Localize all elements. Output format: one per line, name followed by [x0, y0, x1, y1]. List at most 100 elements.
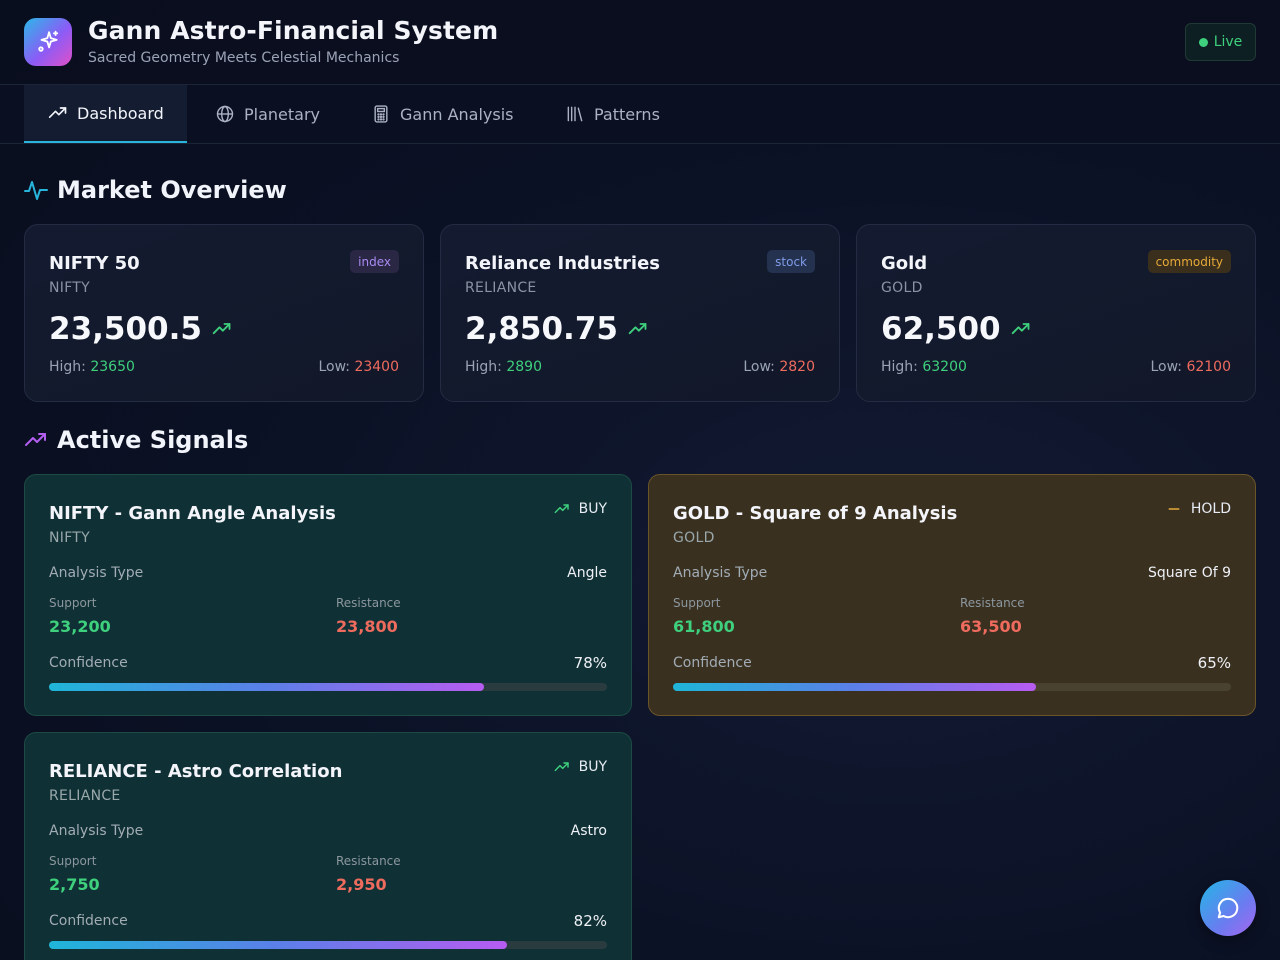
chat-icon — [1217, 897, 1239, 919]
market-price: 62,500 — [881, 311, 1031, 347]
trending-up-icon — [25, 433, 46, 446]
library-icon — [567, 106, 583, 122]
market-card-symbol: RELIANCE — [465, 280, 537, 296]
confidence-bar-fill — [673, 683, 1036, 691]
resistance-label: Resistance — [960, 596, 1025, 610]
confidence-label: Confidence — [49, 913, 128, 929]
signal-symbol: GOLD — [673, 530, 715, 546]
market-type-badge: commodity — [1147, 250, 1231, 273]
signal-action: BUY — [554, 759, 607, 775]
confidence-value: 82% — [573, 912, 607, 930]
tab-gann-analysis-label: Gann Analysis — [400, 104, 514, 124]
trending-up-icon — [212, 323, 231, 335]
market-low: Low: 23400 — [318, 359, 399, 375]
minus-icon — [1168, 508, 1180, 510]
market-high-value: 2890 — [506, 359, 542, 375]
tab-dashboard[interactable]: Dashboard — [24, 85, 187, 143]
calculator-icon — [374, 105, 388, 123]
market-card-symbol: NIFTY — [49, 280, 91, 296]
tab-gann-analysis[interactable]: Gann Analysis — [347, 85, 538, 143]
confidence-bar — [49, 941, 607, 949]
market-high-value: 23650 — [90, 359, 135, 375]
live-status-label: Live — [1213, 34, 1243, 50]
tab-planetary-label: Planetary — [244, 104, 321, 124]
main-tabbar: Dashboard Planetary Gann Analysis Patter… — [0, 85, 1280, 144]
tab-planetary[interactable]: Planetary — [191, 85, 344, 143]
market-high: High: 2890 — [465, 359, 542, 375]
app-title: Gann Astro-Financial System — [88, 16, 499, 45]
trending-up-icon — [48, 107, 67, 118]
confidence-bar-fill — [49, 941, 507, 949]
support-value: 2,750 — [49, 875, 100, 894]
market-high-value: 63200 — [922, 359, 967, 375]
market-card-name: Reliance Industries — [465, 253, 661, 274]
signal-action: BUY — [554, 501, 607, 517]
market-overview-title: Market Overview — [57, 176, 287, 204]
market-low-value: 23400 — [354, 359, 399, 375]
support-label: Support — [49, 596, 97, 610]
market-high-label: High: — [881, 359, 918, 375]
market-card[interactable]: Gold GOLD commodity 62,500 High: 63200 L… — [856, 224, 1256, 402]
market-high-label: High: — [465, 359, 502, 375]
signal-action-label: HOLD — [1190, 501, 1231, 517]
analysis-type-value: Astro — [570, 823, 607, 839]
sparkles-icon — [38, 30, 59, 52]
market-price-value: 62,500 — [881, 311, 1001, 347]
analysis-type-label: Analysis Type — [49, 823, 144, 839]
market-high: High: 23650 — [49, 359, 135, 375]
activity-icon — [24, 181, 48, 200]
confidence-bar-fill — [49, 683, 485, 691]
trending-up-icon — [1011, 323, 1030, 335]
market-type-badge: index — [350, 250, 399, 273]
resistance-value: 63,500 — [960, 617, 1022, 636]
signal-symbol: NIFTY — [49, 530, 91, 546]
analysis-type-label: Analysis Type — [673, 565, 768, 581]
active-signals-heading: Active Signals — [24, 426, 248, 454]
market-low-label: Low: — [318, 359, 350, 375]
signal-card[interactable]: RELIANCE - Astro Correlation RELIANCE BU… — [24, 732, 632, 960]
signal-card[interactable]: NIFTY - Gann Angle Analysis NIFTY BUY An… — [24, 474, 632, 716]
resistance-label: Resistance — [336, 596, 401, 610]
analysis-type-value: Square Of 9 — [1147, 565, 1231, 581]
market-card-name: Gold — [881, 253, 928, 274]
confidence-bar — [49, 683, 607, 691]
signal-title: RELIANCE - Astro Correlation — [49, 761, 343, 782]
market-price-value: 2,850.75 — [465, 311, 618, 347]
signal-title: GOLD - Square of 9 Analysis — [673, 503, 958, 524]
market-low: Low: 62100 — [1150, 359, 1231, 375]
market-type-badge: stock — [767, 250, 815, 273]
resistance-value: 2,950 — [336, 875, 387, 894]
market-high: High: 63200 — [881, 359, 967, 375]
market-price: 2,850.75 — [465, 311, 648, 347]
tab-patterns-label: Patterns — [594, 104, 660, 124]
app-subtitle: Sacred Geometry Meets Celestial Mechanic… — [88, 50, 400, 66]
market-high-label: High: — [49, 359, 86, 375]
resistance-label: Resistance — [336, 854, 401, 868]
tab-dashboard-label: Dashboard — [77, 103, 164, 123]
market-card[interactable]: NIFTY 50 NIFTY index 23,500.5 High: 2365… — [24, 224, 424, 402]
analysis-type-label: Analysis Type — [49, 565, 144, 581]
confidence-value: 65% — [1197, 654, 1231, 672]
trending-up-icon — [628, 323, 647, 335]
tab-patterns[interactable]: Patterns — [541, 85, 684, 143]
signal-action: HOLD — [1166, 501, 1231, 517]
market-card[interactable]: Reliance Industries RELIANCE stock 2,850… — [440, 224, 840, 402]
support-label: Support — [49, 854, 97, 868]
confidence-value: 78% — [573, 654, 607, 672]
market-overview-heading: Market Overview — [24, 176, 287, 204]
resistance-value: 23,800 — [336, 617, 398, 636]
support-value: 61,800 — [673, 617, 735, 636]
support-label: Support — [673, 596, 721, 610]
signal-card[interactable]: GOLD - Square of 9 Analysis GOLD HOLD An… — [648, 474, 1256, 716]
market-low: Low: 2820 — [743, 359, 815, 375]
chat-button[interactable] — [1200, 880, 1256, 936]
confidence-label: Confidence — [49, 655, 128, 671]
trending-up-icon — [554, 762, 569, 772]
market-price: 23,500.5 — [49, 311, 232, 347]
market-low-value: 62100 — [1186, 359, 1231, 375]
analysis-type-value: Angle — [567, 565, 607, 581]
support-value: 23,200 — [49, 617, 111, 636]
confidence-bar — [673, 683, 1231, 691]
signal-title: NIFTY - Gann Angle Analysis — [49, 503, 336, 524]
market-low-label: Low: — [1150, 359, 1182, 375]
